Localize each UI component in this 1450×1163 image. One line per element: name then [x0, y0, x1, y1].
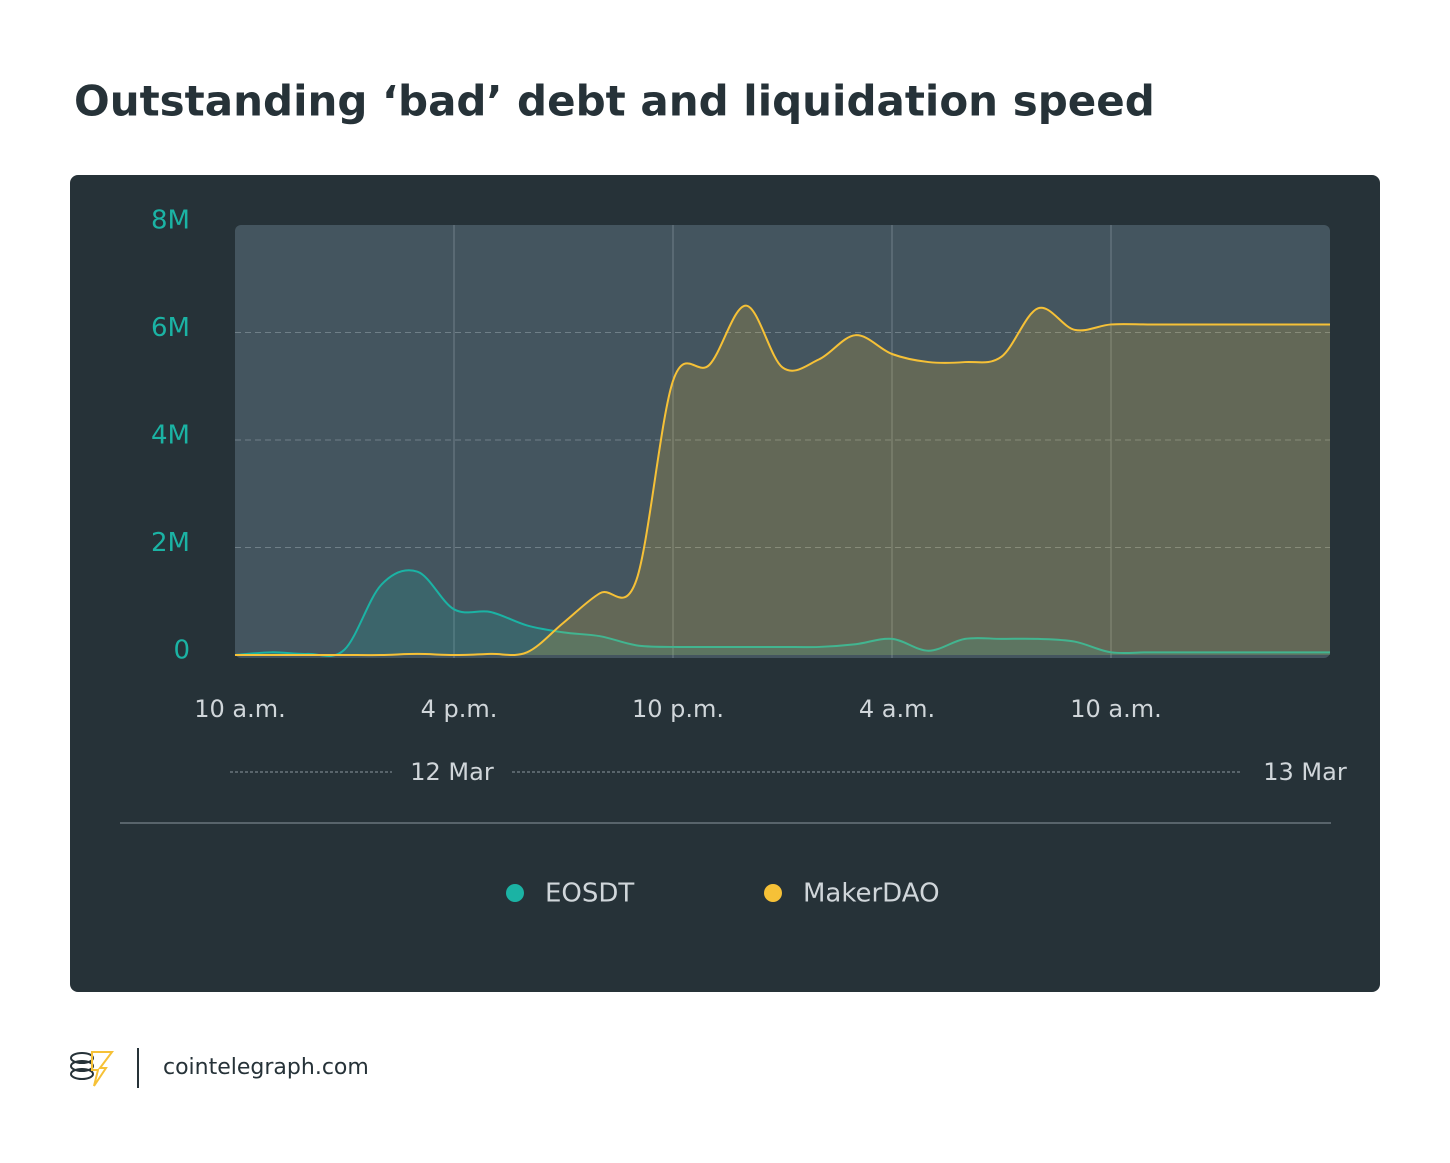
legend-label: EOSDT — [545, 879, 634, 909]
logo — [70, 1051, 114, 1087]
y-tick-label: 2M — [151, 528, 190, 558]
legend-marker — [506, 884, 524, 902]
date-label: 12 Mar — [410, 758, 494, 786]
y-tick-label: 0 — [173, 636, 190, 666]
legend-marker — [764, 884, 782, 902]
chart-title: Outstanding ‘bad’ debt and liquidation s… — [74, 77, 1155, 126]
y-tick-label: 8M — [151, 206, 190, 236]
y-tick-label: 4M — [151, 421, 190, 451]
source: cointelegraph.com — [163, 1055, 369, 1080]
area — [235, 570, 1330, 656]
x-tick-label: 4 a.m. — [859, 695, 935, 723]
date-label: 13 Mar — [1263, 758, 1347, 786]
x-tick-label: 10 a.m. — [1070, 695, 1162, 723]
legend-label: MakerDAO — [803, 879, 940, 909]
line — [235, 304, 1330, 657]
x-tick-label: 10 a.m. — [194, 695, 286, 723]
area — [235, 305, 1330, 656]
line — [234, 569, 1330, 657]
x-tick-label: 10 p.m. — [632, 695, 724, 723]
x-tick-label: 4 p.m. — [421, 695, 498, 723]
plot-area — [235, 225, 1330, 658]
y-tick-label: 6M — [151, 313, 190, 343]
